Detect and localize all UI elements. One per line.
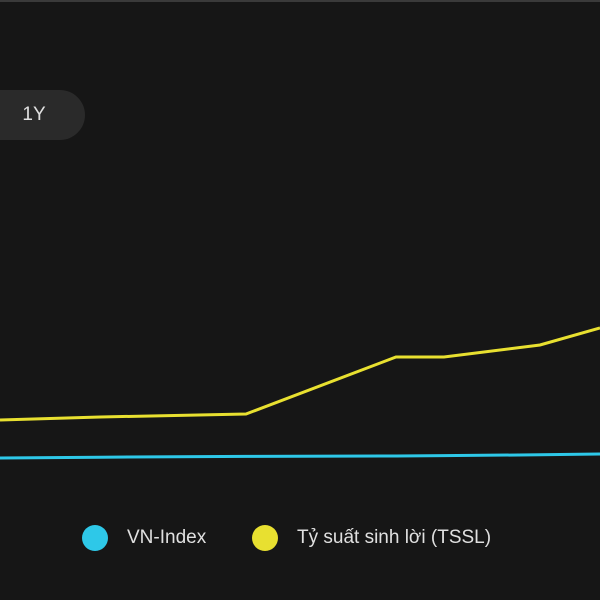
range-button[interactable] [0, 90, 85, 140]
legend-swatch [252, 525, 278, 551]
series-line [0, 326, 600, 422]
legend-label: Tỷ suất sinh lời (TSSL) [297, 527, 491, 548]
legend-label: VN-Index [127, 527, 207, 548]
range-button-label[interactable]: 1Y [22, 104, 46, 125]
series-line [0, 452, 600, 460]
legend-swatch [82, 525, 108, 551]
